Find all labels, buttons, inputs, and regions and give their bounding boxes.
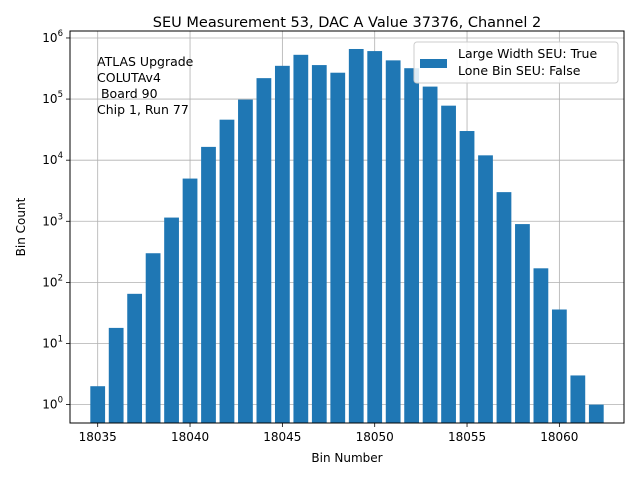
y-axis-label: Bin Count xyxy=(14,197,28,256)
legend-entry-1: Large Width SEU: True xyxy=(458,46,597,61)
bar-18044 xyxy=(256,78,272,424)
bar-18062 xyxy=(588,404,604,423)
bar-18056 xyxy=(478,155,493,424)
y-tick-label-4: 104 xyxy=(42,151,63,167)
bar-18045 xyxy=(274,65,290,423)
legend: Large Width SEU: True Lone Bin SEU: Fals… xyxy=(413,41,619,84)
bar-18050 xyxy=(367,51,383,423)
bar-18052 xyxy=(404,68,420,423)
bar-18039 xyxy=(164,217,179,423)
y-tick-label-0: 100 xyxy=(42,396,63,412)
bar-18046 xyxy=(293,54,309,423)
bar-18038 xyxy=(145,253,161,423)
y-tick-label-6: 106 xyxy=(42,29,63,45)
y-tick-label-2: 102 xyxy=(42,273,63,289)
y-tick-label-3: 103 xyxy=(42,212,63,228)
bar-18042 xyxy=(219,119,235,423)
bar-18037 xyxy=(127,293,143,423)
y-tick-label-5: 105 xyxy=(42,90,63,106)
chart-title: SEU Measurement 53, DAC A Value 37376, C… xyxy=(153,15,541,31)
bar-18060 xyxy=(551,309,567,423)
x-tick-label-3: 18050 xyxy=(356,430,394,444)
legend-frame xyxy=(413,41,619,84)
x-axis-label: Bin Number xyxy=(311,451,382,465)
legend-swatch xyxy=(420,59,447,68)
bar-18040 xyxy=(182,178,198,423)
bar-18035 xyxy=(90,386,106,423)
bar-18047 xyxy=(311,65,327,423)
x-tick-label-1: 18040 xyxy=(171,430,209,444)
x-tick-label-2: 18045 xyxy=(263,430,301,444)
bar-18058 xyxy=(515,224,530,423)
x-tick-label-0: 18035 xyxy=(79,430,117,444)
bar-18048 xyxy=(330,72,346,423)
annotation-line-2: COLUTAv4 xyxy=(97,70,161,85)
bar-18036 xyxy=(108,327,124,423)
legend-entry-2: Lone Bin SEU: False xyxy=(458,63,581,78)
bar-18051 xyxy=(385,60,401,423)
x-axis-ticks: 18035 18040 18045 18050 18055 18060 xyxy=(79,423,578,444)
bars xyxy=(90,48,604,424)
bar-18054 xyxy=(441,105,456,424)
bar-18041 xyxy=(201,146,216,423)
y-tick-label-1: 101 xyxy=(42,334,63,350)
bar-18055 xyxy=(459,131,475,423)
y-axis-ticks: 100 101 102 103 104 105 106 xyxy=(42,29,70,412)
plot-frame xyxy=(69,30,625,424)
annotation-line-1: ATLAS Upgrade xyxy=(97,54,194,69)
bar-18057 xyxy=(496,192,512,423)
bar-18049 xyxy=(348,48,364,424)
bar-18061 xyxy=(570,375,586,423)
bar-18059 xyxy=(533,268,549,423)
bar-18043 xyxy=(238,99,253,423)
x-tick-label-5: 18060 xyxy=(540,430,578,444)
annotation-box: ATLAS Upgrade COLUTAv4 Board 90 Chip 1, … xyxy=(97,54,194,117)
x-tick-label-4: 18055 xyxy=(448,430,486,444)
bar-18053 xyxy=(422,86,438,423)
annotation-line-3: Board 90 xyxy=(97,86,158,101)
annotation-line-4: Chip 1, Run 77 xyxy=(97,102,189,117)
